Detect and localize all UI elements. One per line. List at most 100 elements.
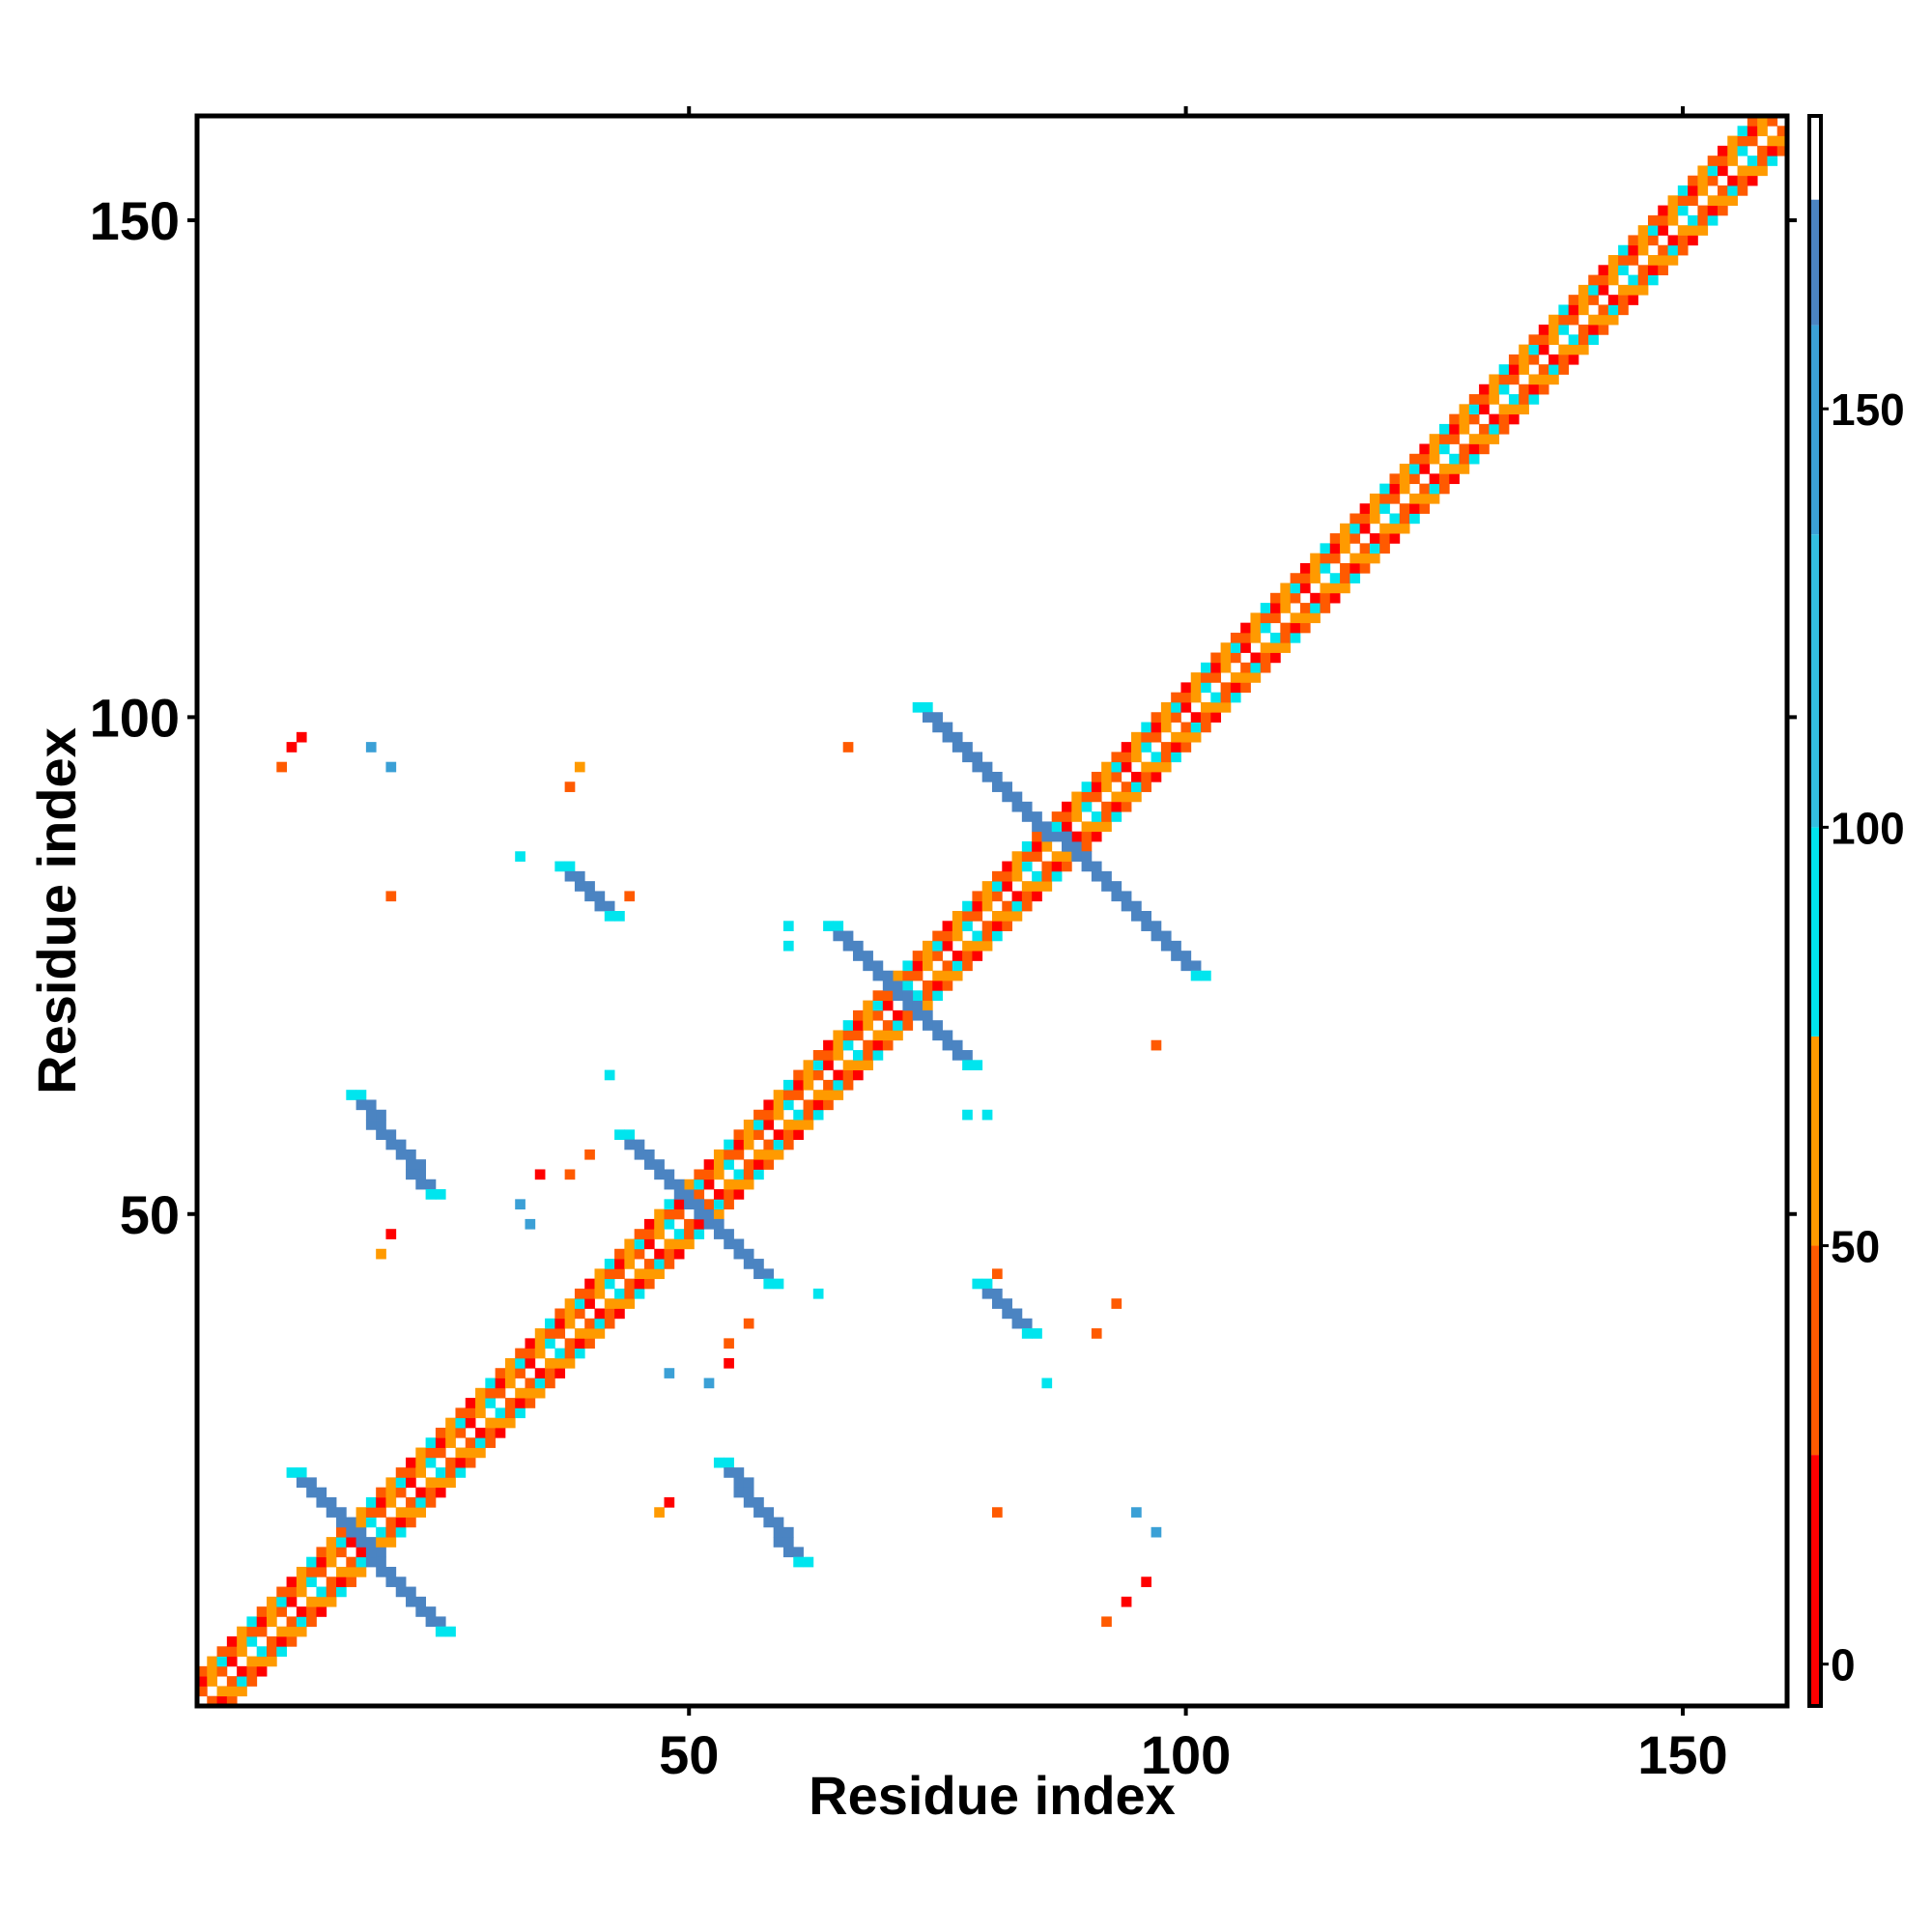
heatmap-cell	[237, 1626, 247, 1637]
heatmap-cell	[1647, 255, 1659, 266]
heatmap-cell	[1647, 235, 1659, 246]
heatmap-cell	[1637, 265, 1649, 275]
heatmap-cell	[1688, 175, 1698, 186]
heatmap-cell	[1379, 533, 1390, 544]
heatmap-cell	[355, 1556, 367, 1568]
heatmap-cell	[842, 1079, 854, 1091]
heatmap-cell	[1290, 622, 1301, 634]
heatmap-cell	[733, 1169, 745, 1180]
heatmap-cell	[673, 1208, 685, 1220]
heatmap-cell	[1677, 185, 1689, 196]
heatmap-cell	[574, 1348, 585, 1359]
heatmap-cell	[296, 1616, 307, 1628]
heatmap-cell	[1727, 175, 1738, 186]
heatmap-cell	[1637, 244, 1649, 256]
heatmap-cell	[326, 1577, 337, 1587]
heatmap-cell	[1538, 364, 1549, 375]
heatmap-cell	[564, 1318, 576, 1329]
heatmap-cell	[256, 1656, 268, 1667]
heatmap-cell	[773, 1149, 784, 1160]
heatmap-cell	[1011, 861, 1023, 872]
heatmap-cell	[634, 1229, 645, 1239]
heatmap-cell	[1459, 404, 1470, 415]
heatmap-cell	[1131, 900, 1142, 912]
heatmap-cell	[574, 881, 585, 892]
heatmap-cell	[872, 960, 884, 972]
heatmap-cell	[1141, 761, 1151, 773]
heatmap-cell	[495, 1387, 506, 1399]
heatmap-cell	[1270, 642, 1281, 653]
heatmap-cell	[902, 990, 914, 1001]
heatmap-cell	[803, 1069, 814, 1081]
heatmap-cell	[445, 1467, 456, 1478]
heatmap-cell	[872, 1030, 884, 1041]
heatmap-cell	[1310, 603, 1321, 613]
heatmap-cell	[1628, 244, 1639, 256]
heatmap-cell	[475, 1447, 486, 1459]
heatmap-cell	[1727, 195, 1738, 206]
heatmap-cell	[753, 1507, 764, 1518]
colorbar-band	[1809, 1036, 1821, 1246]
heatmap-cell	[385, 1129, 397, 1141]
heatmap-cell	[1190, 722, 1202, 733]
y-tick-label: 50	[120, 1184, 180, 1245]
heatmap-cell	[564, 781, 576, 792]
heatmap-cell	[1310, 573, 1321, 583]
heatmap-cell	[782, 1090, 794, 1100]
heatmap-cell	[376, 1487, 386, 1498]
heatmap-cell	[1688, 185, 1698, 196]
heatmap-cell	[1498, 374, 1510, 385]
heatmap-cell	[1607, 304, 1619, 316]
heatmap-cell	[385, 1477, 397, 1489]
heatmap-cell	[1160, 712, 1172, 723]
heatmap-cell	[1737, 135, 1748, 147]
heatmap-cell	[1002, 911, 1012, 922]
heatmap-cell	[1091, 821, 1102, 833]
heatmap-cell	[962, 921, 973, 931]
heatmap-cell	[1051, 861, 1063, 872]
heatmap-cell	[962, 940, 973, 952]
heatmap-cell	[435, 1447, 446, 1459]
heatmap-cell	[346, 1566, 356, 1577]
heatmap-cell	[753, 1120, 764, 1130]
y-tick-label: 100	[90, 687, 180, 748]
heatmap-cell	[376, 1547, 386, 1558]
heatmap-cell	[1727, 156, 1738, 166]
heatmap-cell	[1290, 592, 1301, 604]
heatmap-cell	[1350, 533, 1361, 544]
heatmap-cell	[385, 761, 397, 773]
heatmap-cell	[504, 1378, 516, 1389]
heatmap-cell	[1220, 652, 1232, 664]
heatmap-cell	[1359, 523, 1371, 534]
heatmap-cell	[992, 921, 1003, 931]
heatmap-cell	[743, 1129, 754, 1141]
heatmap-cell	[455, 1457, 467, 1468]
heatmap-cell	[1081, 861, 1093, 872]
heatmap-cell	[673, 1238, 685, 1250]
heatmap-cell	[554, 1308, 566, 1320]
heatmap-cell	[863, 1039, 873, 1051]
heatmap-cell	[1160, 940, 1172, 952]
heatmap-cell	[942, 970, 953, 981]
heatmap-cell	[1677, 244, 1689, 256]
heatmap-cell	[743, 1496, 754, 1508]
heatmap-cell	[932, 722, 943, 733]
heatmap-cell	[495, 1407, 506, 1419]
heatmap-cell	[724, 1467, 734, 1478]
heatmap-cell	[216, 1646, 228, 1657]
heatmap-cell	[1051, 831, 1063, 842]
heatmap-cell	[415, 1179, 427, 1190]
heatmap-cell	[773, 1526, 784, 1538]
heatmap-cell	[1667, 205, 1679, 216]
heatmap-cell	[226, 1695, 238, 1707]
heatmap-cell	[981, 921, 993, 931]
heatmap-cell	[1121, 742, 1132, 753]
heatmap-cell	[743, 1139, 754, 1151]
heatmap-cell	[1151, 921, 1162, 931]
heatmap-cell	[1151, 761, 1162, 773]
heatmap-cell	[1498, 423, 1510, 435]
heatmap-cell	[574, 870, 585, 882]
heatmap-cell	[1002, 900, 1012, 912]
heatmap-cell	[1479, 394, 1490, 405]
heatmap-cell	[584, 1318, 595, 1329]
